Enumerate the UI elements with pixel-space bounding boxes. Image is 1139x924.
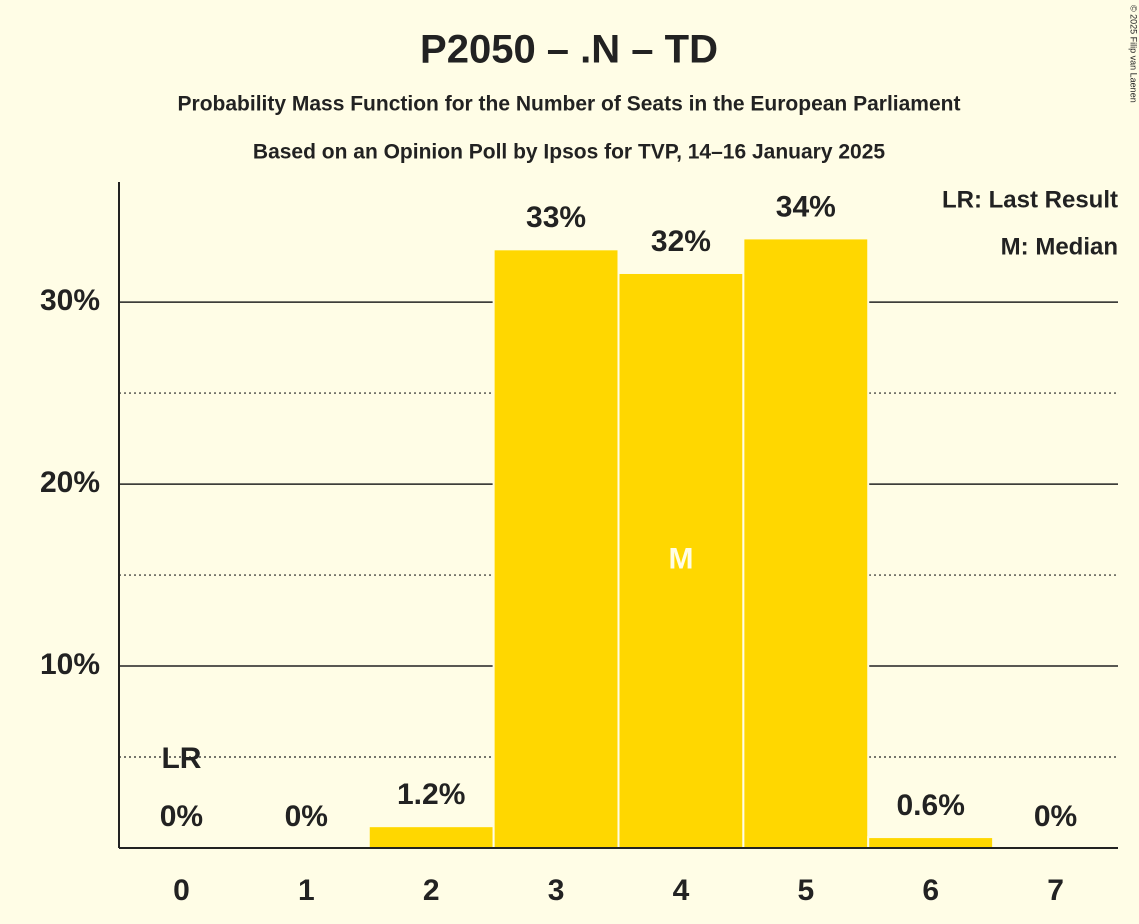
y-tick-label: 20% xyxy=(40,466,100,499)
annotation: LR xyxy=(161,742,201,775)
bar xyxy=(742,237,870,849)
value-label: 32% xyxy=(651,225,711,258)
x-tick-label: 7 xyxy=(1047,874,1064,907)
bar xyxy=(867,836,995,850)
value-label: 0% xyxy=(160,800,203,833)
chart-subtitle: Based on an Opinion Poll by Ipsos for TV… xyxy=(253,141,885,164)
x-tick-label: 1 xyxy=(298,874,315,907)
x-tick-label: 4 xyxy=(673,874,690,907)
x-tick-label: 2 xyxy=(423,874,440,907)
chart-subtitle: Probability Mass Function for the Number… xyxy=(178,93,961,116)
y-tick-label: 30% xyxy=(40,284,100,317)
x-tick-label: 0 xyxy=(173,874,190,907)
value-label: 33% xyxy=(526,201,586,234)
value-label: 0% xyxy=(1034,800,1077,833)
bar xyxy=(367,825,495,850)
annotation: M xyxy=(668,542,693,575)
y-tick-label: 10% xyxy=(40,648,100,681)
value-label: 0% xyxy=(285,800,328,833)
copyright: © 2025 Filip van Laenen xyxy=(1129,5,1139,103)
x-tick-label: 3 xyxy=(548,874,565,907)
value-label: 34% xyxy=(776,190,836,223)
legend-entry: LR: Last Result xyxy=(942,186,1118,213)
legend-entry: M: Median xyxy=(1001,233,1118,260)
chart-title: P2050 – .N – TD xyxy=(420,28,718,72)
value-label: 0.6% xyxy=(896,789,964,822)
bar xyxy=(492,248,620,849)
x-tick-label: 5 xyxy=(797,874,814,907)
value-label: 1.2% xyxy=(397,778,465,811)
x-tick-label: 6 xyxy=(922,874,939,907)
